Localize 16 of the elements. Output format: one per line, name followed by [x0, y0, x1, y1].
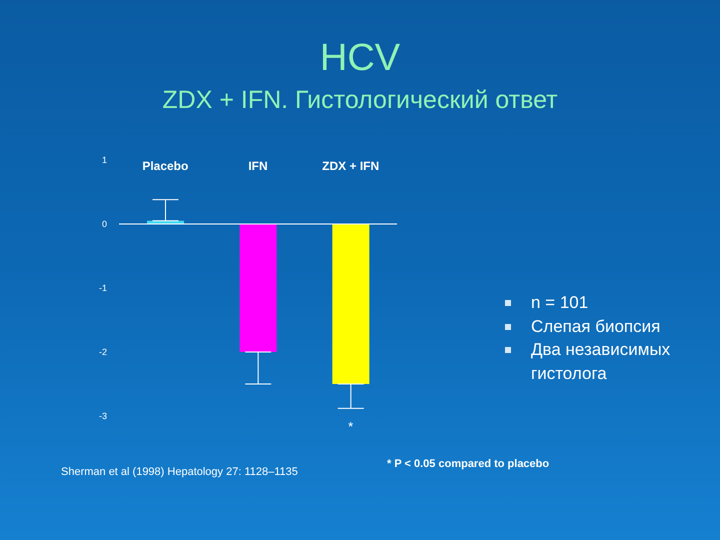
text: * P < 0.05 compared to placebo: [387, 458, 550, 470]
x-tick-label: IFN: [248, 159, 268, 173]
text: Sherman et al (1998) Hepatology 27: 1128–1135: [61, 466, 298, 478]
text: Два независимых гистолога: [531, 340, 670, 382]
text: *: [348, 419, 354, 434]
y-tick-label: 0: [102, 219, 107, 230]
x-tick-label: Placebo: [142, 159, 188, 173]
text: Слепая биопсия: [531, 316, 660, 336]
chart-subtitle: ZDX + IFN. Гистологический ответ: [162, 86, 558, 114]
y-tick-label: -2: [98, 347, 107, 358]
text: n = 101: [531, 293, 588, 312]
y-tick-label: -1: [98, 283, 107, 294]
chart-title: HCV: [320, 37, 400, 79]
y-tick-label: -3: [98, 411, 107, 422]
x-tick-label: ZDX + IFN: [322, 159, 380, 173]
y-tick-label: 1: [102, 155, 107, 166]
